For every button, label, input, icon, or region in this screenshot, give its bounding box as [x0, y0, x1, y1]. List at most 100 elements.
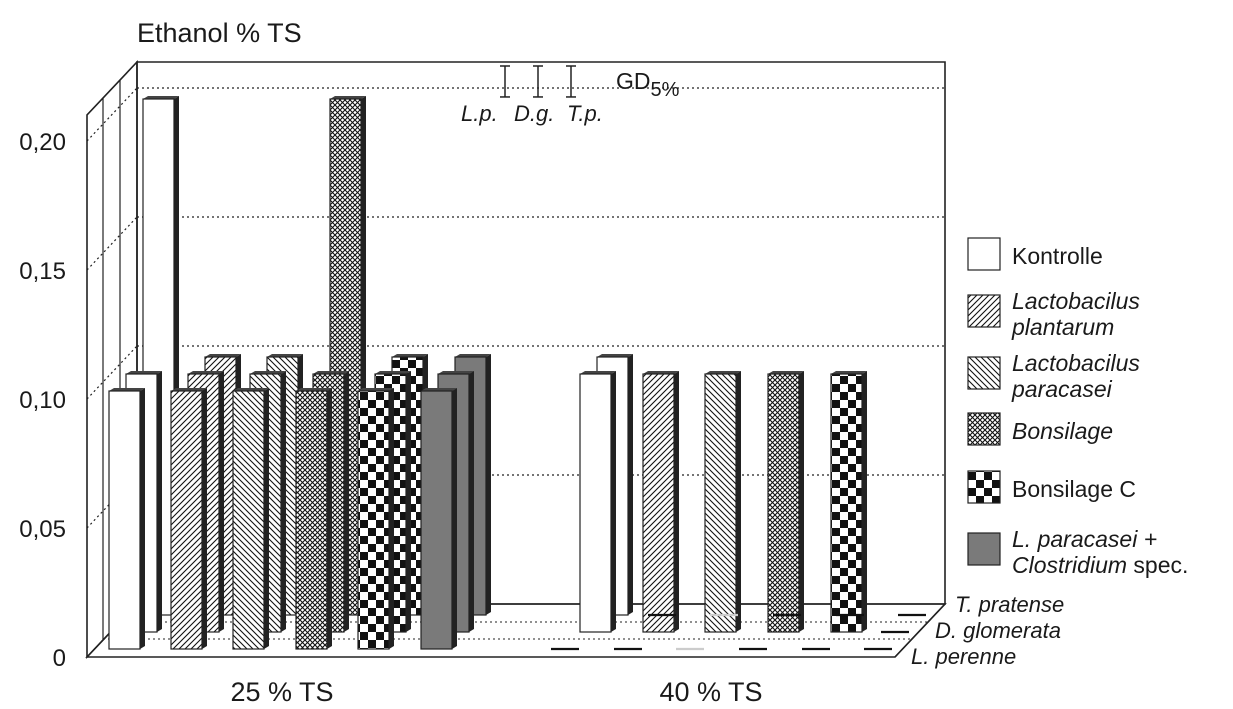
bar [232, 388, 269, 650]
bar-top [597, 354, 633, 357]
bar-top [205, 354, 241, 357]
bar-side [406, 371, 411, 632]
y-tick-label: 0,05 [19, 516, 66, 543]
gd-label: GD5% [616, 68, 680, 101]
legend-swatch [967, 237, 1001, 271]
legend-label: Lactobacilus [1012, 288, 1140, 314]
gridline-side [86, 87, 138, 142]
gd-item-label: T.p. [567, 101, 603, 126]
bar-series [108, 96, 926, 651]
bar-top [643, 371, 679, 374]
bar-top [233, 388, 269, 391]
category-label-25: 25 % TS [230, 677, 333, 707]
bar-top [313, 371, 349, 374]
bar-front [420, 390, 453, 650]
bar-top [392, 354, 428, 357]
bar-front [767, 373, 800, 633]
gd-marker [500, 65, 510, 98]
y-tick-label: 0 [53, 645, 66, 672]
bar-side [628, 354, 633, 615]
category-label-40: 40 % TS [659, 677, 762, 707]
legend-label: Clostridium spec. [1012, 552, 1188, 578]
legend-label: Lactobacilus [1012, 350, 1140, 376]
gridline-side [86, 345, 138, 400]
legend-label: L. paracasei + [1012, 526, 1157, 552]
bar-side [281, 371, 286, 632]
depth-label: T. pratense [955, 592, 1064, 617]
chart-title: Ethanol % TS [137, 18, 302, 48]
bar-side [202, 388, 207, 649]
bar-side [674, 371, 679, 632]
gd-item-label: L.p. [461, 101, 498, 126]
bar-top [188, 371, 224, 374]
bar-top [831, 371, 867, 374]
bar-top [296, 388, 332, 391]
bar-top [330, 96, 366, 99]
legend-label: paracasei [1011, 376, 1113, 402]
legend-label: Bonsilage [1012, 418, 1113, 444]
bar-top [455, 354, 491, 357]
legend-swatch [967, 470, 1001, 504]
bar-top [358, 388, 394, 391]
bar-side [327, 388, 332, 649]
bar-front [704, 373, 737, 633]
bar-top [143, 96, 179, 99]
bar-front [295, 390, 328, 650]
bar-top [171, 388, 207, 391]
bar-front [232, 390, 265, 650]
bar [642, 371, 679, 633]
y-tick-label: 0,20 [19, 129, 66, 156]
bar-side [140, 388, 145, 649]
bar-front [170, 390, 203, 650]
legend-swatch [967, 294, 1001, 328]
bar-side [799, 371, 804, 632]
gridline-side [86, 216, 138, 271]
y-axis-tick-labels: 0 0,05 0,10 0,15 0,20 [19, 129, 66, 672]
bar [357, 388, 394, 650]
legend-item: L. paracasei +Clostridium spec. [967, 526, 1188, 578]
bar-top [109, 388, 145, 391]
bar [767, 371, 804, 633]
bar-side [389, 388, 394, 649]
bar-side [611, 371, 616, 632]
legend-item: Kontrolle [967, 237, 1103, 271]
bar [704, 371, 741, 633]
bar-front [642, 373, 675, 633]
gd-item-label: D.g. [514, 101, 554, 126]
bar-side [862, 371, 867, 632]
legend-swatch [967, 412, 1001, 446]
gd-marker [566, 65, 576, 98]
bar [170, 388, 207, 650]
bar-side [219, 371, 224, 632]
bar-side [157, 371, 162, 632]
bar [295, 388, 332, 650]
y-tick-label: 0,10 [19, 387, 66, 414]
legend-item: Bonsilage C [967, 470, 1136, 504]
bar-front [108, 390, 141, 650]
bar-top [438, 371, 474, 374]
bar-top [250, 371, 286, 374]
bar-top [375, 371, 411, 374]
bar-side [469, 371, 474, 632]
depth-label: D. glomerata [935, 618, 1061, 643]
bar-front [357, 390, 390, 650]
y-tick-label: 0,15 [19, 258, 66, 285]
bar-top [421, 388, 457, 391]
legend-label: Kontrolle [1012, 243, 1103, 269]
bar-side [264, 388, 269, 649]
bar-top [126, 371, 162, 374]
bar-front [579, 373, 612, 633]
legend-label: plantarum [1011, 314, 1114, 340]
bar-top [267, 354, 303, 357]
bar-front [830, 373, 863, 633]
bar [579, 371, 616, 633]
bar [830, 371, 867, 633]
bar [420, 388, 457, 650]
depth-label: L. perenne [911, 644, 1016, 669]
legend-label: Bonsilage C [1012, 476, 1136, 502]
gd-significance-markers: L.p. D.g. T.p. GD5% [461, 65, 680, 126]
